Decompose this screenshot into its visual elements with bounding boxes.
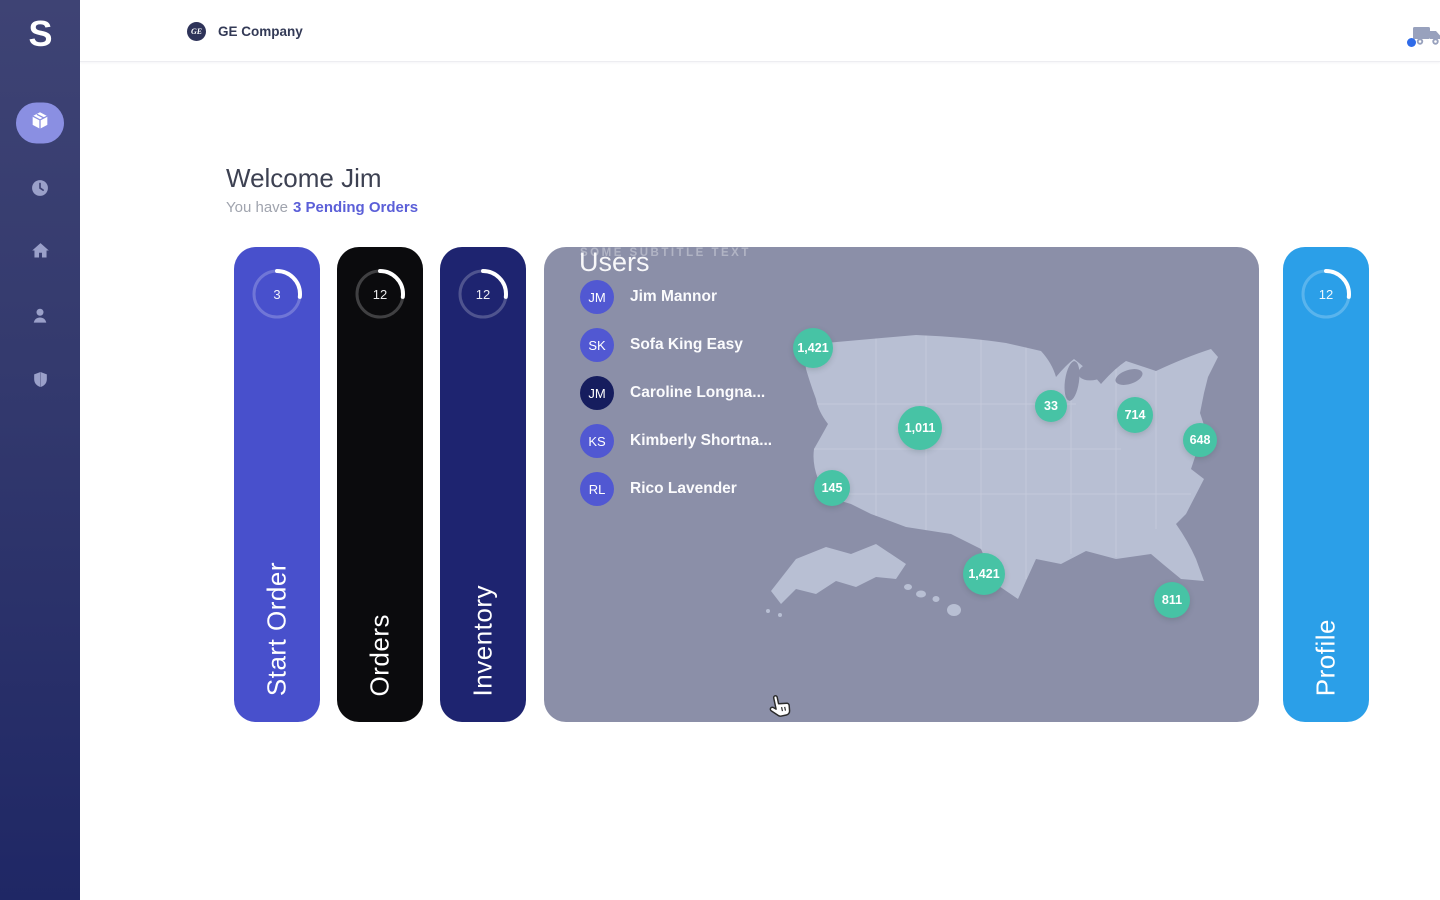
avatar-initials: JM	[588, 289, 606, 305]
card-label: Profile	[1310, 618, 1341, 696]
inventory-card[interactable]: 12 Inventory	[440, 247, 526, 722]
avatar-initials: SK	[588, 337, 606, 353]
profile-card[interactable]: 12 Profile	[1283, 247, 1369, 722]
map-bubble[interactable]: 811	[1154, 582, 1190, 618]
page-title: Welcome Jim	[226, 163, 382, 193]
card-count: 12	[372, 286, 388, 302]
pending-orders-prefix: You have	[226, 199, 289, 216]
list-item[interactable]: KS Kimberly Shortna...	[580, 417, 772, 465]
sidebar-item-users[interactable]	[20, 298, 60, 338]
avatar-initials: KS	[588, 433, 606, 449]
users-card-title: Users	[579, 247, 650, 277]
users-card-subtitle: SOME SUBTITLE TEXT	[580, 247, 751, 259]
us-map	[766, 335, 1218, 617]
users-list: JM Jim Mannor SK Sofa King Easy JM Carol…	[580, 273, 772, 513]
avatar: JM	[580, 280, 614, 314]
map-bubble[interactable]: 714	[1117, 397, 1153, 433]
progress-ring: 3	[249, 266, 305, 322]
home-icon	[30, 240, 51, 266]
avatar-initials: RL	[588, 481, 606, 497]
user-name: Jim Mannor	[630, 288, 717, 305]
avatar: SK	[580, 328, 614, 362]
avatar: RL	[580, 472, 614, 506]
package-icon	[29, 110, 51, 137]
card-label: Orders	[364, 613, 395, 696]
company-logo: GE	[187, 22, 206, 41]
start-order-card[interactable]: 3 Start Order	[234, 247, 320, 722]
progress-ring: 12	[352, 266, 408, 322]
top-header: GE GE Company	[80, 0, 1440, 62]
map-bubble[interactable]: 1,421	[963, 553, 1005, 595]
user-name: Kimberly Shortna...	[630, 432, 773, 449]
notification-dot	[1407, 38, 1416, 47]
list-item[interactable]: RL Rico Lavender	[580, 465, 772, 513]
user-name: Caroline Longna...	[630, 384, 766, 401]
clock-icon	[30, 178, 50, 203]
shield-icon	[31, 370, 50, 394]
pending-orders-link[interactable]: 3 Pending Orders	[293, 199, 419, 216]
orders-card[interactable]: 12 Orders	[337, 247, 423, 722]
card-label: Start Order	[261, 561, 292, 696]
list-item[interactable]: SK Sofa King Easy	[580, 321, 772, 369]
user-icon	[30, 306, 50, 331]
users-card[interactable]: JM Jim Mannor SK Sofa King Easy JM Carol…	[544, 247, 1259, 722]
avatar: JM	[580, 376, 614, 410]
avatar: KS	[580, 424, 614, 458]
map-bubble[interactable]: 648	[1183, 423, 1217, 457]
sidebar-item-history[interactable]	[20, 170, 60, 210]
map-bubble[interactable]: 145	[814, 470, 850, 506]
sidebar-item-home[interactable]	[20, 233, 60, 273]
progress-ring: 12	[1298, 266, 1354, 322]
app-logo: S	[28, 13, 52, 54]
user-name: Rico Lavender	[630, 480, 737, 497]
sidebar-item-orders-active[interactable]	[16, 102, 64, 144]
avatar-initials: JM	[588, 385, 606, 401]
progress-ring: 12	[455, 266, 511, 322]
list-item[interactable]: JM Jim Mannor	[580, 273, 772, 321]
card-count: 3	[273, 286, 281, 302]
list-item[interactable]: JM Caroline Longna...	[580, 369, 772, 417]
card-count: 12	[1318, 286, 1334, 302]
truck-icon[interactable]	[1407, 24, 1440, 48]
map-bubble[interactable]: 33	[1035, 390, 1067, 422]
user-name: Sofa King Easy	[630, 336, 743, 353]
card-count: 12	[475, 286, 491, 302]
card-label: Inventory	[467, 584, 498, 696]
sidebar-item-security[interactable]	[20, 362, 60, 402]
map-bubble[interactable]: 1,011	[898, 406, 942, 450]
company-name: GE Company	[218, 24, 303, 39]
sidebar: S	[0, 0, 80, 900]
map-bubble[interactable]: 1,421	[793, 328, 833, 368]
pending-orders-line: You have 3 Pending Orders	[226, 199, 418, 216]
